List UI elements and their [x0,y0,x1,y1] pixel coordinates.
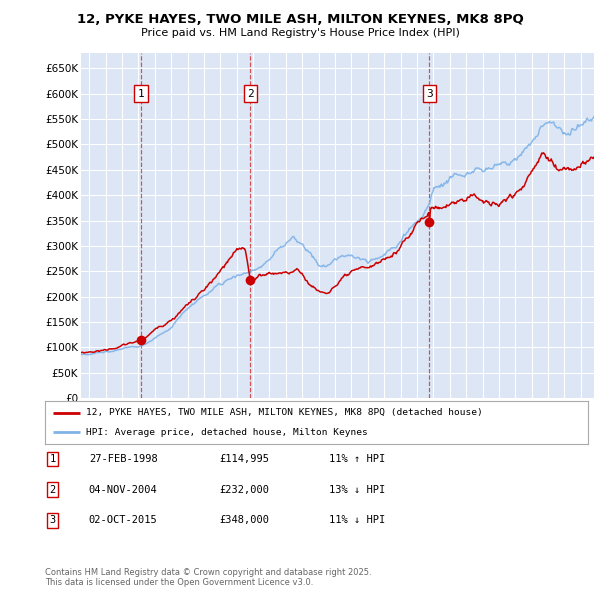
Text: 2: 2 [50,485,56,494]
Text: 13% ↓ HPI: 13% ↓ HPI [329,485,385,494]
Text: 27-FEB-1998: 27-FEB-1998 [89,454,158,464]
Text: 11% ↑ HPI: 11% ↑ HPI [329,454,385,464]
Text: 3: 3 [50,516,56,525]
Text: Contains HM Land Registry data © Crown copyright and database right 2025.
This d: Contains HM Land Registry data © Crown c… [45,568,371,587]
Text: 02-OCT-2015: 02-OCT-2015 [89,516,158,525]
Text: 1: 1 [50,454,56,464]
Text: 11% ↓ HPI: 11% ↓ HPI [329,516,385,525]
Text: 12, PYKE HAYES, TWO MILE ASH, MILTON KEYNES, MK8 8PQ: 12, PYKE HAYES, TWO MILE ASH, MILTON KEY… [77,13,523,26]
Text: HPI: Average price, detached house, Milton Keynes: HPI: Average price, detached house, Milt… [86,428,367,437]
Text: 3: 3 [426,88,433,99]
Text: 1: 1 [137,88,144,99]
Text: £348,000: £348,000 [219,516,269,525]
Text: 04-NOV-2004: 04-NOV-2004 [89,485,158,494]
Text: 12, PYKE HAYES, TWO MILE ASH, MILTON KEYNES, MK8 8PQ (detached house): 12, PYKE HAYES, TWO MILE ASH, MILTON KEY… [86,408,482,417]
Text: 2: 2 [247,88,254,99]
Text: Price paid vs. HM Land Registry's House Price Index (HPI): Price paid vs. HM Land Registry's House … [140,28,460,38]
Text: £114,995: £114,995 [219,454,269,464]
Text: £232,000: £232,000 [219,485,269,494]
